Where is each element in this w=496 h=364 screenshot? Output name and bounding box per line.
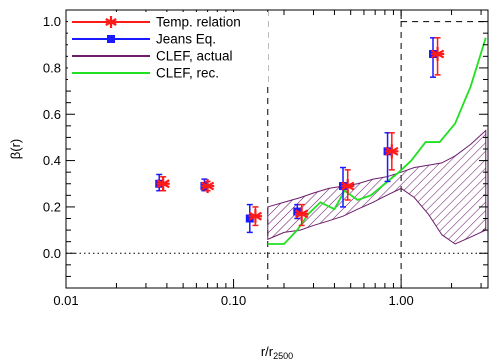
legend-item: CLEF, rec. <box>72 66 219 81</box>
legend-item: Jeans Eq. <box>72 32 216 47</box>
temp-point <box>341 179 355 194</box>
legend-item: CLEF, actual <box>72 49 233 64</box>
y-tick-label: 0.8 <box>43 60 61 75</box>
series-layer <box>155 37 487 245</box>
legend: Temp. relation Jeans Eq. CLEF, actual CLEF,… <box>68 12 268 84</box>
temp-point <box>430 47 445 62</box>
axis-ticks: 0.01 0.10 1.00 0.0 0.2 0.4 0.6 0.8 1.0 <box>43 10 488 308</box>
legend-label: CLEF, rec. <box>156 66 219 81</box>
temp-point <box>156 176 170 191</box>
x-axis-label-main: r/r <box>261 344 274 359</box>
y-tick-label: 0.0 <box>43 246 61 261</box>
legend-marker <box>107 35 115 43</box>
temp-point <box>385 144 399 159</box>
y-tick-label: 0.2 <box>43 199 61 214</box>
x-tick-label: 0.10 <box>221 293 246 308</box>
y-axis-label: β(r) <box>8 139 23 159</box>
temp-point <box>248 209 263 224</box>
x-axis-label: r/r2500 <box>261 344 293 361</box>
temp-point <box>295 206 309 221</box>
temp-point <box>200 179 215 194</box>
legend-marker <box>105 16 117 28</box>
legend-label: Jeans Eq. <box>156 32 216 47</box>
legend-label: CLEF, actual <box>156 49 233 64</box>
y-tick-label: 1.0 <box>43 14 61 29</box>
y-tick-label: 0.4 <box>43 153 61 168</box>
x-tick-label: 0.01 <box>53 293 78 308</box>
x-axis-label-subscript: 2500 <box>273 351 293 361</box>
x-tick-label: 1.00 <box>388 293 413 308</box>
legend-label: Temp. relation <box>156 15 241 30</box>
y-tick-label: 0.6 <box>43 107 61 122</box>
series-clef-rec-line <box>267 37 487 245</box>
legend-item: Temp. relation <box>72 15 241 30</box>
